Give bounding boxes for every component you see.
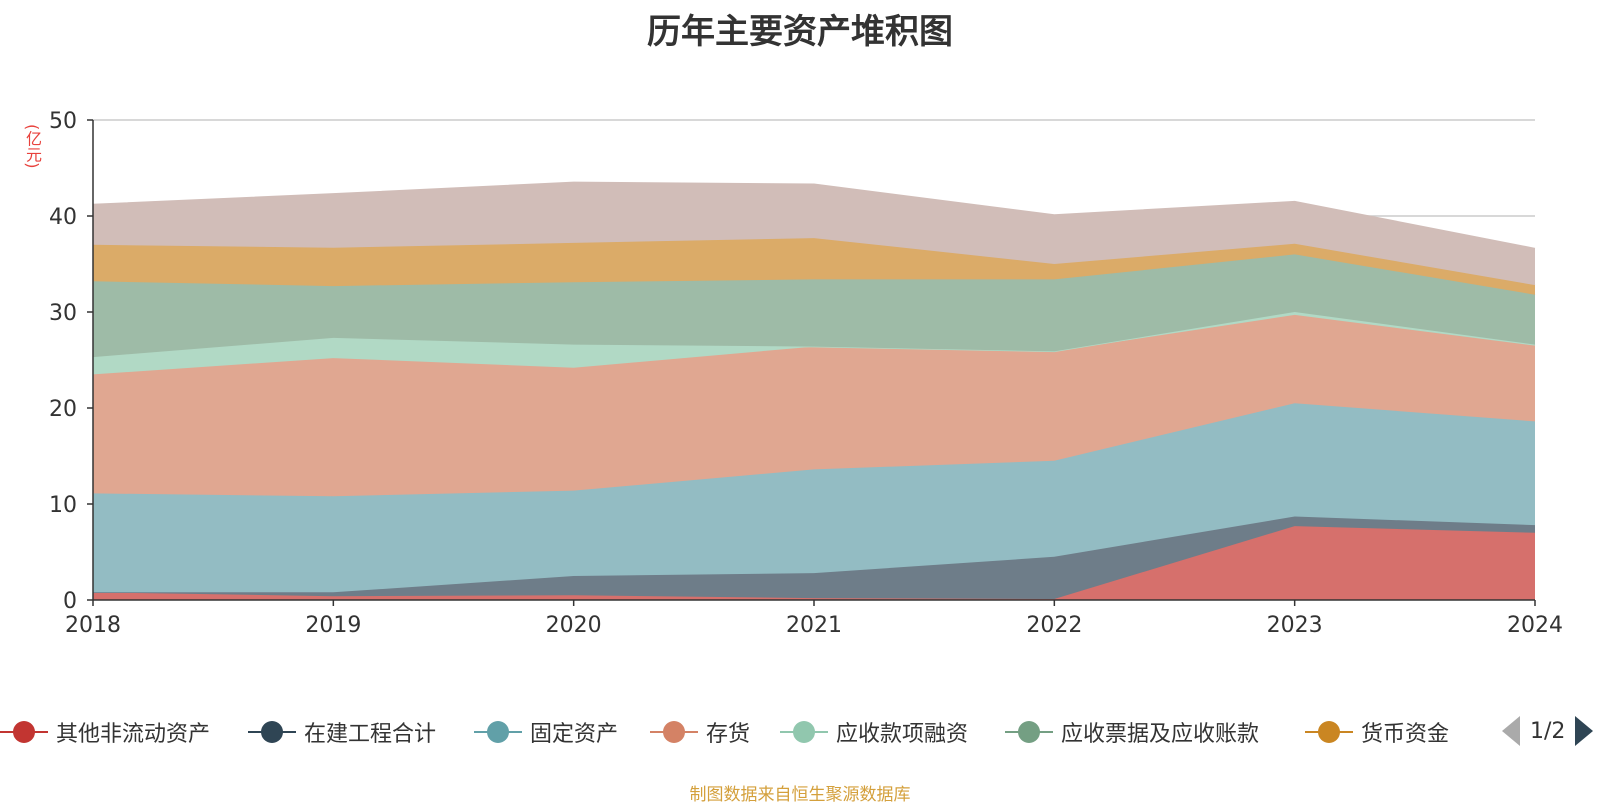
legend-dot-icon <box>13 721 35 743</box>
legend-dot-icon <box>793 721 815 743</box>
legend-label: 应收款项融资 <box>836 722 969 747</box>
legend-page-indicator: 1/2 <box>1530 718 1566 744</box>
y-tick-labels: 0 10 20 30 40 50 <box>49 109 77 614</box>
series-area[interactable] <box>93 238 1535 295</box>
legend-marker-icon <box>780 717 828 747</box>
legend-dot-icon <box>1018 721 1040 743</box>
x-tick-label: 2023 <box>1267 613 1323 638</box>
x-tick-label: 2019 <box>305 613 361 638</box>
legend-item-3[interactable]: 存货 <box>650 712 750 752</box>
legend-label: 在建工程合计 <box>304 722 437 747</box>
prev-page-arrow-icon[interactable] <box>1502 716 1520 746</box>
series-areas <box>92 181 1536 600</box>
x-tick-label: 2018 <box>65 613 121 638</box>
legend-marker-icon <box>474 717 522 747</box>
series-area[interactable] <box>93 314 1535 497</box>
legend-item-5[interactable]: 应收票据及应收账款 <box>1005 712 1259 752</box>
y-axis-unit-label: (亿元) <box>23 124 42 169</box>
x-tick-label: 2022 <box>1026 613 1082 638</box>
legend-marker-icon <box>1005 717 1053 747</box>
legend-label: 货币资金 <box>1361 722 1450 747</box>
legend-marker-icon <box>650 717 698 747</box>
legend-label: 应收票据及应收账款 <box>1061 722 1260 747</box>
series-area[interactable] <box>93 254 1535 358</box>
series-area[interactable] <box>93 182 1535 286</box>
x-tick-labels: 2018 2019 2020 2021 2022 2023 2024 <box>65 613 1563 638</box>
stacked-area-chart: 0 10 20 30 40 50 2018 2019 2020 2021 2022 2023 2024 <box>49 109 1563 638</box>
y-tick-label: 20 <box>49 397 77 422</box>
legend-marker-icon <box>0 717 48 747</box>
legend-label: 固定资产 <box>530 722 619 747</box>
y-tick-label: 10 <box>49 493 77 518</box>
legend-item-2[interactable]: 固定资产 <box>474 712 618 752</box>
legend: 其他非流动资产 在建工程合计 固定资产 存货 应收款项融资 <box>0 712 1600 752</box>
series-area[interactable] <box>93 312 1535 375</box>
legend-item-0[interactable]: 其他非流动资产 <box>0 712 210 752</box>
x-tick-label: 2020 <box>546 613 602 638</box>
legend-item-1[interactable]: 在建工程合计 <box>248 712 436 752</box>
series-area[interactable] <box>93 403 1535 593</box>
series-line <box>92 181 1536 250</box>
legend-dot-icon <box>663 721 685 743</box>
next-page-arrow-icon[interactable] <box>1575 716 1594 746</box>
y-tick-label: 40 <box>49 205 77 230</box>
series-area[interactable] <box>93 526 1535 600</box>
legend-item-4[interactable]: 应收款项融资 <box>780 712 968 752</box>
axes <box>87 119 1536 606</box>
chart-title: 历年主要资产堆积图 <box>647 12 953 52</box>
y-tick-label: 0 <box>63 589 77 614</box>
legend-dot-icon <box>1318 721 1340 743</box>
legend-dot-icon <box>261 721 283 743</box>
data-source-note: 制图数据来自恒生聚源数据库 <box>689 785 911 805</box>
legend-marker-icon <box>248 717 296 747</box>
legend-marker-icon <box>1305 717 1353 747</box>
legend-dot-icon <box>487 721 509 743</box>
legend-label: 存货 <box>706 722 751 747</box>
y-tick-label: 30 <box>49 301 77 326</box>
y-tick-label: 50 <box>49 109 77 134</box>
legend-label: 其他非流动资产 <box>56 722 211 747</box>
legend-item-6[interactable]: 货币资金 <box>1305 712 1449 752</box>
legend-pager: 1/2 <box>1502 713 1594 749</box>
x-tick-label: 2021 <box>786 613 842 638</box>
x-tick-label: 2024 <box>1507 613 1563 638</box>
